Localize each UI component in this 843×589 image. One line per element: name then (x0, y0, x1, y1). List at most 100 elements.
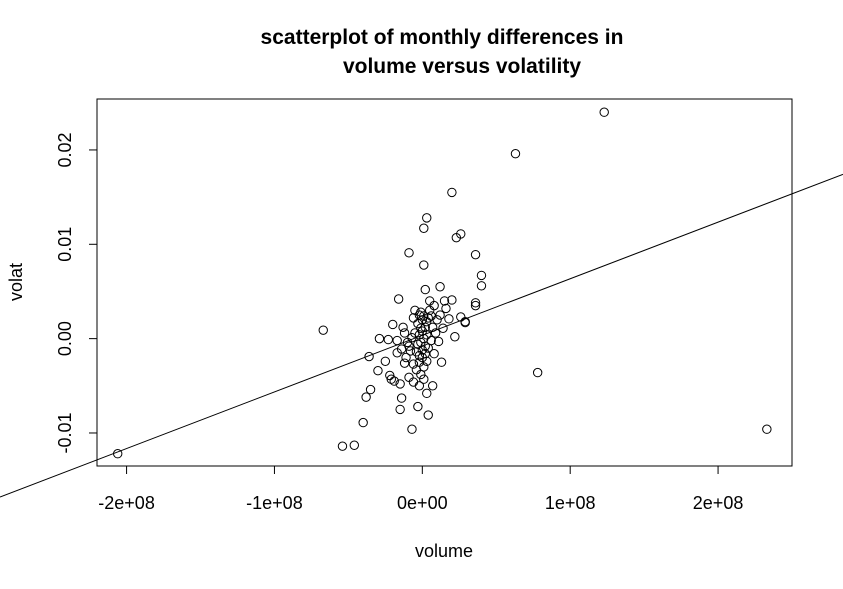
data-point (423, 343, 433, 353)
data-point (407, 332, 417, 343)
data-point (383, 334, 394, 345)
y-tick-label: 0.01 (55, 227, 75, 262)
data-point (476, 281, 487, 291)
data-point (470, 249, 481, 260)
data-point (441, 303, 451, 314)
data-point (427, 322, 438, 333)
data-point (392, 348, 402, 358)
data-point (408, 359, 419, 369)
data-point (422, 388, 432, 399)
data-point (419, 260, 429, 270)
data-point (413, 401, 423, 412)
data-point (414, 357, 425, 367)
data-point (404, 341, 414, 351)
data-point (599, 107, 609, 117)
data-points (113, 107, 772, 459)
data-point (389, 376, 399, 386)
data-point (364, 351, 374, 362)
y-axis: -0.01 0.00 0.01 0.02 (55, 132, 97, 453)
data-point (361, 392, 371, 402)
data-point (450, 332, 460, 342)
data-point (430, 328, 441, 338)
data-point (456, 312, 466, 322)
data-point (410, 328, 420, 338)
data-point (470, 298, 481, 308)
data-point (429, 349, 439, 359)
data-point (476, 270, 487, 281)
data-point (113, 449, 123, 459)
x-axis-label: volume (415, 541, 473, 561)
y-tick-label: 0.02 (55, 132, 75, 167)
x-tick-label: -1e+08 (246, 493, 303, 513)
data-point (447, 295, 457, 305)
data-point (426, 311, 436, 321)
data-point (438, 323, 448, 333)
data-point (318, 325, 328, 335)
data-point (532, 367, 543, 378)
data-point (436, 357, 447, 367)
data-point (404, 372, 414, 383)
data-point (435, 310, 445, 320)
x-tick-label: -2e+08 (98, 493, 155, 513)
data-point (432, 315, 442, 325)
data-point (422, 213, 432, 223)
y-axis-label: volat (6, 263, 26, 301)
data-point (396, 393, 407, 403)
data-point (422, 330, 432, 340)
data-point (425, 296, 435, 306)
data-point (395, 404, 405, 415)
data-point (419, 223, 429, 233)
x-axis: -2e+08 -1e+08 0e+00 1e+08 2e+08 (98, 466, 743, 513)
data-point (420, 349, 430, 359)
data-point (365, 384, 376, 395)
data-point (427, 381, 438, 391)
data-point (439, 296, 450, 306)
chart-title-line-1: scatterplot of monthly differences in (261, 26, 624, 49)
data-point (423, 410, 433, 420)
data-point (447, 187, 457, 198)
data-point (435, 282, 445, 292)
data-point (414, 381, 425, 391)
data-point (404, 248, 414, 258)
data-point (444, 314, 454, 324)
data-point (451, 232, 462, 243)
data-point (410, 305, 420, 316)
data-point (429, 300, 439, 311)
data-point (413, 339, 423, 349)
data-point (373, 366, 383, 376)
data-point (425, 305, 435, 316)
x-tick-label: 0e+00 (397, 493, 448, 513)
data-point (349, 440, 359, 450)
data-point (433, 336, 444, 347)
data-point (470, 300, 481, 311)
data-point (398, 322, 408, 333)
data-point (386, 374, 396, 384)
data-point (408, 313, 419, 323)
y-tick-label: 0.00 (55, 321, 75, 356)
x-tick-label: 1e+08 (545, 493, 596, 513)
data-point (411, 347, 422, 357)
chart-title-line-2: volume versus volatility (343, 55, 581, 78)
data-point (510, 149, 521, 159)
plot-frame (96, 98, 793, 467)
data-point (416, 307, 426, 317)
data-point (393, 294, 404, 304)
data-point (762, 424, 772, 434)
data-point (337, 441, 348, 451)
y-tick-label: -0.01 (55, 412, 75, 453)
data-point (399, 358, 410, 368)
data-point (401, 352, 411, 363)
data-point (407, 424, 417, 434)
x-tick-label: 2e+08 (693, 493, 744, 513)
data-point (399, 328, 410, 338)
data-point (395, 379, 405, 389)
data-point (408, 377, 419, 387)
data-point (405, 346, 416, 356)
data-point (419, 374, 429, 384)
data-point (420, 284, 430, 295)
data-point (388, 319, 398, 330)
data-point (460, 317, 470, 328)
data-point (417, 315, 428, 325)
data-point (380, 356, 391, 366)
